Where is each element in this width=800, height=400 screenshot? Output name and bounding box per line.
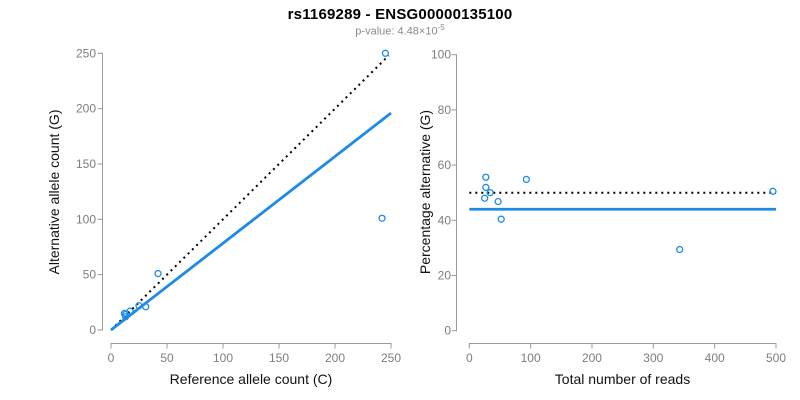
y-tick-label: 0 <box>444 324 451 338</box>
y-tick-label: 0 <box>89 323 96 337</box>
x-tick-label: 500 <box>766 351 786 365</box>
data-point <box>121 313 130 321</box>
data-point <box>522 175 530 184</box>
x-tick-label: 300 <box>643 351 663 365</box>
data-point <box>769 187 777 195</box>
y-tick-label: 60 <box>438 158 452 172</box>
y-tick-label: 100 <box>431 48 451 62</box>
x-tick-label: 50 <box>160 351 174 365</box>
y-axis-title-left: Alternative allele count (G) <box>46 109 62 275</box>
x-tick-label: 200 <box>325 351 345 365</box>
data-point <box>142 303 150 311</box>
identity-line <box>110 54 390 331</box>
y-tick-label: 200 <box>76 102 96 116</box>
data-point <box>486 189 494 197</box>
x-tick-label: 0 <box>466 351 473 365</box>
x-tick-label: 0 <box>108 351 115 365</box>
regression-line <box>110 111 392 332</box>
data-point <box>497 215 505 223</box>
y-tick-label: 50 <box>83 268 97 282</box>
x-tick-label: 150 <box>269 351 289 365</box>
data-point <box>480 194 489 202</box>
data-point <box>135 302 143 310</box>
data-point <box>482 183 490 192</box>
data-point <box>676 245 684 254</box>
y-tick-label: 80 <box>438 103 452 117</box>
data-point <box>381 49 390 57</box>
y-axis-title-right: Percentage alternative (G) <box>417 109 433 275</box>
x-tick-label: 100 <box>521 351 541 365</box>
x-tick-label: 400 <box>705 351 725 365</box>
y-tick-label: 250 <box>76 46 96 60</box>
x-tick-label: 200 <box>582 351 602 365</box>
y-tick-label: 100 <box>76 212 96 226</box>
y-tick-label: 150 <box>76 157 96 171</box>
data-point <box>378 214 386 222</box>
y-tick-label: 40 <box>438 213 452 227</box>
x-tick-label: 100 <box>213 351 233 365</box>
data-point <box>126 307 134 315</box>
y-tick-label: 20 <box>438 269 452 283</box>
data-point <box>154 269 162 278</box>
x-tick-label: 250 <box>381 351 401 365</box>
data-point <box>482 173 490 181</box>
data-point <box>494 197 502 206</box>
